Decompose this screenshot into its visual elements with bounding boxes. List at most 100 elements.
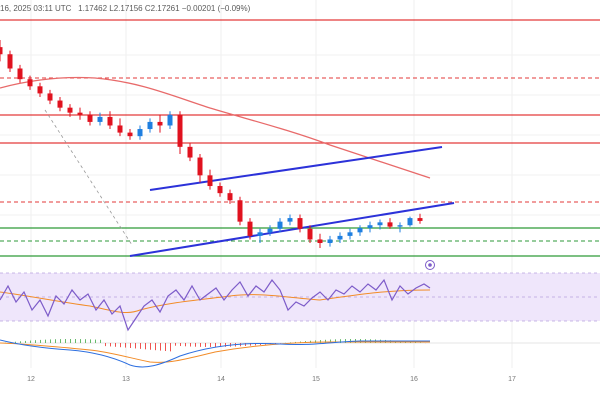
channel-upper — [150, 147, 442, 190]
macd-bar — [90, 339, 91, 343]
macd-bar — [195, 343, 196, 347]
candle-down — [418, 218, 423, 221]
macd-bar — [190, 343, 191, 347]
candle-down — [308, 229, 313, 240]
macd-bar — [120, 343, 121, 347]
macd-bar — [80, 339, 81, 343]
candle-up — [368, 225, 373, 228]
x-tick-label: 17 — [508, 376, 516, 383]
candle-down — [78, 113, 83, 115]
macd-bar — [215, 343, 216, 347]
candle-down — [68, 108, 73, 113]
candle-down — [158, 122, 163, 126]
macd-bar — [50, 339, 51, 343]
candle-down — [38, 86, 43, 93]
candle-up — [168, 115, 173, 126]
macd-bar — [205, 343, 206, 347]
macd-bar — [15, 342, 16, 343]
macd-bar — [210, 343, 211, 347]
candle-up — [148, 122, 153, 129]
candle-down — [48, 93, 53, 100]
macd-bar — [125, 343, 126, 348]
moving-average-line — [0, 77, 430, 178]
candle-up — [328, 239, 333, 243]
x-tick-label: 13 — [122, 376, 130, 383]
macd-bar — [40, 340, 41, 343]
candle-down — [388, 222, 393, 226]
macd-bar — [105, 343, 106, 346]
macd-bar — [25, 341, 26, 343]
x-tick-label: 16 — [410, 376, 418, 383]
candle-up — [258, 232, 263, 236]
channel-lower — [130, 203, 454, 256]
candle-down — [218, 186, 223, 193]
candle-up — [408, 218, 413, 225]
candle-up — [98, 117, 103, 122]
x-tick-label: 15 — [312, 376, 320, 383]
macd-bar — [200, 343, 201, 347]
candle-down — [118, 125, 123, 132]
candle-down — [318, 239, 323, 243]
macd-bar — [150, 343, 151, 350]
candle-down — [88, 115, 93, 122]
candle-down — [228, 193, 233, 200]
macd-bar — [185, 343, 186, 346]
x-axis: 12 13 14 15 16 17 — [27, 376, 516, 383]
candle-down — [0, 47, 3, 54]
macd-bar — [135, 343, 136, 348]
target-marker[interactable] — [426, 261, 435, 270]
header-ohlc: 1.17462 L2.17156 C2.17261 −0.00201 (−0.0… — [78, 4, 250, 13]
candle-up — [288, 218, 293, 222]
macd-bar — [60, 339, 61, 343]
macd-bar — [110, 343, 111, 346]
candle-down — [28, 79, 33, 86]
candle-down — [128, 133, 133, 137]
candle-down — [198, 158, 203, 176]
candle-down — [238, 200, 243, 221]
candle-up — [378, 222, 383, 225]
candle-down — [248, 222, 253, 236]
macd-bar — [85, 339, 86, 343]
candle-up — [278, 222, 283, 229]
macd-bar — [225, 343, 226, 347]
macd-bar — [45, 340, 46, 343]
macd-bar — [30, 341, 31, 343]
candle-up — [338, 236, 343, 240]
macd-bar — [20, 341, 21, 343]
candle-up — [268, 229, 273, 233]
macd-bar — [35, 340, 36, 343]
candles-group — [0, 40, 423, 248]
macd-bar — [145, 343, 146, 349]
macd-bar — [130, 343, 131, 348]
macd-bar — [175, 343, 176, 346]
macd-bar — [65, 339, 66, 343]
macd-bar — [55, 339, 56, 343]
macd-bar — [115, 343, 116, 347]
macd-bar — [180, 343, 181, 346]
candle-down — [58, 101, 63, 108]
macd-bar — [95, 340, 96, 343]
macd-bar — [155, 343, 156, 350]
x-tick-label: 14 — [217, 376, 225, 383]
candle-down — [208, 175, 213, 186]
candle-up — [348, 232, 353, 236]
candle-down — [298, 218, 303, 229]
macd-bar — [70, 339, 71, 343]
macd-bar — [140, 343, 141, 349]
macd-bar — [170, 343, 171, 351]
candle-up — [358, 228, 363, 232]
macd-bar — [75, 339, 76, 343]
header-date: 16, 2025 03:11 UTC — [0, 4, 71, 13]
candle-down — [188, 147, 193, 158]
candle-down — [178, 115, 183, 147]
macd-bar — [165, 343, 166, 351]
candle-up — [398, 225, 403, 226]
macd-bar — [160, 343, 161, 351]
candle-down — [8, 54, 13, 68]
macd-bar — [100, 340, 101, 343]
x-tick-label: 12 — [27, 376, 35, 383]
candle-down — [18, 68, 23, 79]
ohlc-header: 16, 2025 03:11 UTC 1.17462 L2.17156 C2.1… — [0, 4, 250, 13]
